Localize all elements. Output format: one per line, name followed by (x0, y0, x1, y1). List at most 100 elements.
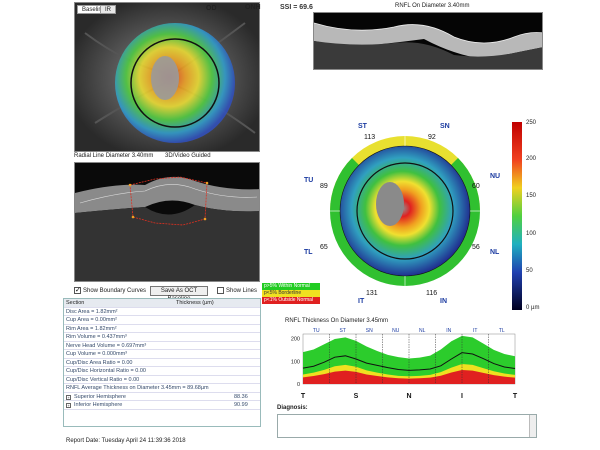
sector-value-nl: 56 (472, 244, 480, 251)
expand-icon[interactable]: + (66, 403, 71, 408)
hemisphere-label: + Inferior Hemisphere (64, 401, 174, 409)
radial-scan-title: Radial Line Diameter 3.40mm (74, 153, 154, 159)
table-row: Nerve Head Volume = 0.697mm³ (64, 342, 260, 350)
sector-value-sn: 92 (428, 134, 436, 141)
x-tick-label: N (406, 393, 411, 400)
rnfl-scan-title: RNFL On Diameter 3.40mm (395, 3, 470, 9)
x-tick-label: S (354, 393, 359, 400)
row-value (174, 359, 176, 367)
diagnosis-text (278, 415, 536, 419)
sector-value-it: 131 (366, 290, 378, 297)
section-header: Section (66, 300, 85, 306)
show-boundary-label: Show Boundary Curves (83, 287, 147, 294)
row-label: Cup/Disc Vertical Ratio = 0.00 (66, 376, 140, 383)
sector-ring (330, 136, 480, 286)
row-label: Cup Volume = 0.000mm³ (66, 351, 127, 357)
row-value (174, 308, 176, 316)
table-header-row: Section Thickness (µm) (64, 299, 260, 308)
row-value (174, 325, 176, 333)
table-row: Cup Volume = 0.000mm³ (64, 350, 260, 359)
colorbar-label-250: 250 (526, 120, 537, 126)
rnfl-bscan-image (313, 12, 543, 70)
diagnosis-textarea[interactable] (277, 414, 537, 438)
diagnosis-label: Diagnosis: (277, 405, 308, 411)
sector-top-label: NU (392, 328, 400, 334)
show-lines-label: Show Lines (226, 287, 258, 294)
row-value (174, 350, 176, 358)
sector-label-tu: TU (304, 177, 313, 184)
table-row: Cup Area = 0.00mm² (64, 316, 260, 325)
colorbar-label-0: 0 µm (526, 305, 540, 311)
row-value (174, 333, 176, 341)
x-tick-label: T (513, 393, 518, 400)
diagnosis-scrollbar[interactable] (529, 415, 536, 437)
row-label: Cup/Disc Area Ratio = 0.00 (66, 359, 133, 366)
row-label: Cup Area = 0.00mm² (66, 317, 117, 323)
radial-bscan-image (74, 162, 260, 282)
x-tick-label: T (301, 393, 306, 400)
show-lines-toggle[interactable]: Show Lines (217, 287, 257, 294)
table-row: Cup/Disc Area Ratio = 0.00 (64, 359, 260, 367)
row-label: Rim Area = 1.82mm² (66, 325, 117, 332)
radial-guided-label: 3D/Video Guided (165, 153, 211, 159)
sector-value-tl: 65 (320, 244, 328, 251)
sector-dividers (330, 136, 480, 286)
sector-label-it: IT (358, 298, 365, 305)
table-row: Cup/Disc Vertical Ratio = 0.00 (64, 376, 260, 384)
save-as-oct-baseline-button[interactable]: Save As OCT Baseline (150, 286, 208, 302)
row-label: Cup/Disc Horizontal Ratio = 0.00 (66, 368, 146, 374)
thickness-colorbar (512, 122, 522, 310)
table-row-hemisphere[interactable]: + Superior Hemisphere 88.36 (64, 393, 260, 401)
show-boundary-curves-toggle[interactable]: Show Boundary Curves (74, 286, 147, 294)
sector-top-label: SN (366, 328, 373, 334)
colorbar-label-150: 150 (526, 193, 537, 199)
sector-label-st: ST (358, 123, 368, 130)
legend-borderline: p<5% Borderline (262, 290, 320, 297)
row-value (174, 367, 176, 375)
rnfl-thickness-map: ST SN NU NL IN IT TL TU 113 92 60 56 116… (300, 116, 510, 306)
sector-value-nu: 60 (472, 183, 480, 190)
row-label: Rim Volume = 0.437mm³ (66, 334, 127, 340)
table-row: Rim Area = 1.82mm² (64, 325, 260, 333)
table-row: RNFL Average Thickness on Diameter 3.45m… (64, 384, 260, 393)
ssi-label: SSI = 69.6 (280, 4, 313, 11)
show-lines-checkbox[interactable] (217, 287, 224, 294)
sector-value-st: 113 (364, 134, 375, 141)
sector-top-label: TL (499, 328, 505, 334)
sector-label-nu: NU (490, 173, 500, 180)
hemisphere-value: 90.99 (234, 402, 248, 408)
table-row: Cup/Disc Horizontal Ratio = 0.00 (64, 367, 260, 376)
table-row: Disc Area = 1.82mm² (64, 308, 260, 316)
table-row: Rim Volume = 0.437mm³ (64, 333, 260, 342)
table-row-hemisphere[interactable]: + Inferior Hemisphere 90.99 (64, 401, 260, 410)
thickness-line (302, 352, 516, 371)
row-value (174, 376, 176, 384)
legend-outside-normal: p<1% Outside Normal (262, 297, 320, 304)
row-label: RNFL Average Thickness on Diameter 3.45m… (66, 385, 209, 391)
hemisphere-name: Inferior Hemisphere (74, 402, 123, 408)
y-tick-label: 0 (297, 382, 300, 388)
scan-type-label: ONH (245, 4, 261, 11)
row-label: Disc Area = 1.82mm² (66, 308, 118, 315)
hemisphere-value: 88.36 (234, 393, 248, 400)
thickness-header: Thickness (µm) (176, 300, 214, 306)
sector-top-label: IN (446, 328, 451, 334)
tab-ir[interactable]: IR (100, 5, 116, 14)
hemisphere-label: + Superior Hemisphere (64, 393, 174, 401)
profile-chart-title: RNFL Thickness On Diameter 3.45mm (285, 318, 389, 324)
y-tick-label: 100 (291, 359, 300, 365)
expand-icon[interactable]: + (66, 394, 71, 400)
rnfl-profile-chart: TU ST SN NU NL IN IT TL 200 100 0 T S N I T (283, 326, 519, 402)
colorbar-label-50: 50 (526, 268, 533, 274)
parameters-table: Section Thickness (µm) Disc Area = 1.82m… (63, 298, 261, 427)
sector-top-label: IT (473, 328, 477, 334)
report-date: Report Date: Tuesday April 24 11:39:36 2… (66, 438, 186, 444)
sector-label-in: IN (440, 298, 447, 305)
row-value (174, 384, 176, 392)
colorbar-label-100: 100 (526, 231, 537, 237)
show-boundary-checkbox[interactable] (74, 286, 81, 294)
sector-top-label: TU (313, 328, 320, 334)
y-tick-label: 200 (291, 337, 300, 343)
row-value (174, 342, 176, 350)
sector-top-label: NL (419, 328, 426, 334)
